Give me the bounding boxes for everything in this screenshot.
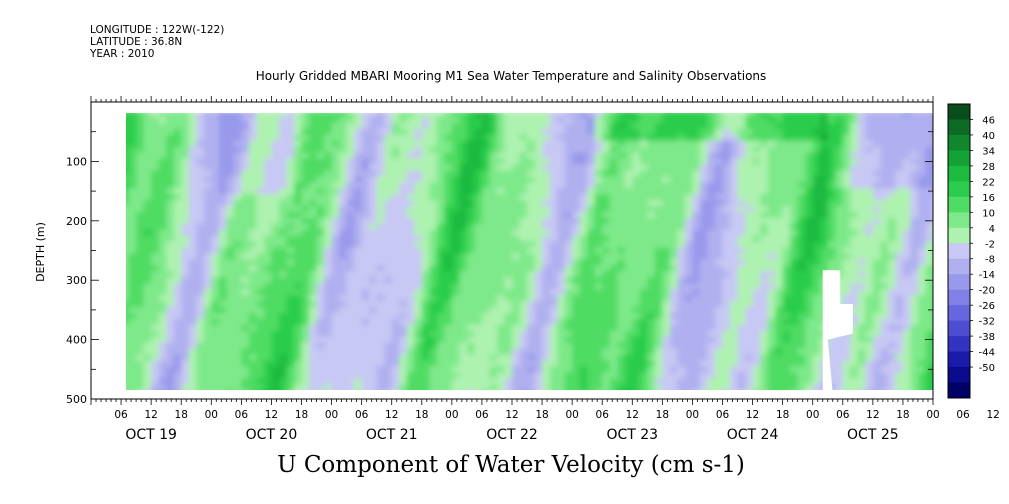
x-hour-tick-label: 18: [295, 409, 308, 421]
x-hour-tick-label: 12: [626, 409, 639, 421]
colorbar-swatch: [948, 119, 970, 136]
colorbar-swatch: [948, 212, 970, 229]
metadata-block: LONGITUDE : 122W(-122) LATITUDE : 36.8N …: [90, 24, 224, 60]
x-hour-tick-label: 00: [565, 409, 578, 421]
plot-title: Hourly Gridded MBARI Mooring M1 Sea Wate…: [255, 69, 767, 83]
x-hour-tick-label: 06: [475, 409, 489, 421]
x-hour-tick-label: 18: [415, 409, 428, 421]
colorbar-swatch: [948, 196, 970, 213]
x-hour-tick-label: 12: [746, 409, 759, 421]
colorbar-swatch: [948, 289, 970, 306]
x-hour-tick-label: 12: [866, 409, 879, 421]
x-hour-tick-label: 18: [656, 409, 669, 421]
year-label: YEAR : 2010: [90, 48, 155, 60]
colorbar-swatch: [948, 305, 970, 322]
chart-title: U Component of Water Velocity (cm s-1): [277, 452, 745, 478]
colorbar-label: 10: [982, 208, 995, 219]
colorbar-swatch: [948, 367, 970, 384]
colorbar-swatch: [948, 104, 970, 120]
y-tick-label: 200: [66, 215, 87, 228]
colorbar-label: -50: [979, 363, 995, 374]
x-day-label: OCT 19: [125, 427, 177, 443]
colorbar-label: 16: [982, 193, 995, 204]
colorbar-swatch: [948, 181, 970, 198]
x-day-label: OCT 24: [727, 427, 779, 443]
colorbar-swatch: [948, 274, 970, 291]
colorbar-swatch: [948, 134, 970, 151]
colorbar-frame: [947, 103, 971, 399]
y-tick-label: 500: [66, 393, 87, 406]
colorbar-swatch: [948, 227, 970, 244]
x-hour-tick-label: 06: [235, 409, 249, 421]
x-hour-tick-label: 00: [806, 409, 819, 421]
longitude-label: LONGITUDE : 122W(-122): [90, 24, 225, 36]
colorbar-label: 34: [982, 146, 995, 157]
x-hour-tick-label: 12: [385, 409, 398, 421]
x-hour-tick-label: 06: [836, 409, 850, 421]
y-tick-label: 100: [66, 155, 87, 168]
x-hour-tick-label: 00: [445, 409, 458, 421]
colorbar-swatch: [948, 258, 970, 275]
colorbar-label: -44: [979, 348, 995, 359]
y-tick-label: 400: [66, 334, 87, 347]
colorbar-label: -14: [979, 270, 995, 281]
x-day-label: OCT 25: [847, 427, 899, 443]
colorbar-swatch: [948, 351, 970, 368]
x-hour-tick-label: 12: [265, 409, 278, 421]
x-hour-tick-label: 06: [956, 409, 970, 421]
x-hour-tick-label: 06: [114, 409, 128, 421]
x-hour-tick-label: 00: [686, 409, 699, 421]
x-hour-tick-label: 12: [144, 409, 157, 421]
colorbar-swatch: [948, 150, 970, 167]
colorbar-swatch: [948, 320, 970, 337]
x-day-label: OCT 22: [486, 427, 538, 443]
y-axis-label: DEPTH (m): [34, 222, 47, 282]
colorbar-label: -8: [985, 255, 995, 266]
x-day-label: OCT 21: [366, 427, 418, 443]
x-hour-tick-label: 06: [355, 409, 369, 421]
y-tick-label: 300: [66, 274, 87, 287]
latitude-label: LATITUDE : 36.8N: [90, 36, 183, 48]
colorbar-label: -2: [985, 239, 995, 250]
colorbar-label: 46: [982, 115, 995, 126]
x-hour-tick-label: 18: [776, 409, 789, 421]
x-hour-tick-label: 12: [505, 409, 518, 421]
x-hour-tick-label: 06: [596, 409, 610, 421]
colorbar-label: 22: [982, 177, 995, 188]
x-day-label: OCT 20: [246, 427, 298, 443]
colorbar-label: -32: [979, 317, 995, 328]
x-hour-tick-label: 06: [716, 409, 730, 421]
colorbar-swatch: [948, 382, 970, 399]
colorbar-label: -26: [979, 301, 995, 312]
colorbar-label: -20: [979, 286, 995, 297]
colorbar-swatch: [948, 336, 970, 353]
colorbar-label: 40: [982, 131, 995, 142]
x-hour-tick-label: 12: [986, 409, 999, 421]
x-hour-tick-label: 00: [325, 409, 338, 421]
colorbar: 46 40 34 28 22 16 10 4 -2 -8 -14 -20 -26 -32 -38 -44 -50: [947, 103, 995, 399]
x-hour-tick-label: 18: [535, 409, 548, 421]
colorbar-label: 4: [989, 224, 995, 235]
x-hour-tick-label: 18: [896, 409, 909, 421]
colorbar-swatch: [948, 165, 970, 182]
colorbar-label: -38: [979, 332, 995, 343]
colorbar-label: 28: [982, 162, 995, 173]
colorbar-swatch: [948, 243, 970, 260]
x-day-label: OCT 23: [606, 427, 658, 443]
x-hour-tick-label: 00: [926, 409, 939, 421]
missing-data-gap: [822, 270, 853, 394]
x-hour-tick-label: 00: [205, 409, 218, 421]
x-hour-tick-label: 18: [175, 409, 188, 421]
heatmap: [126, 113, 933, 390]
